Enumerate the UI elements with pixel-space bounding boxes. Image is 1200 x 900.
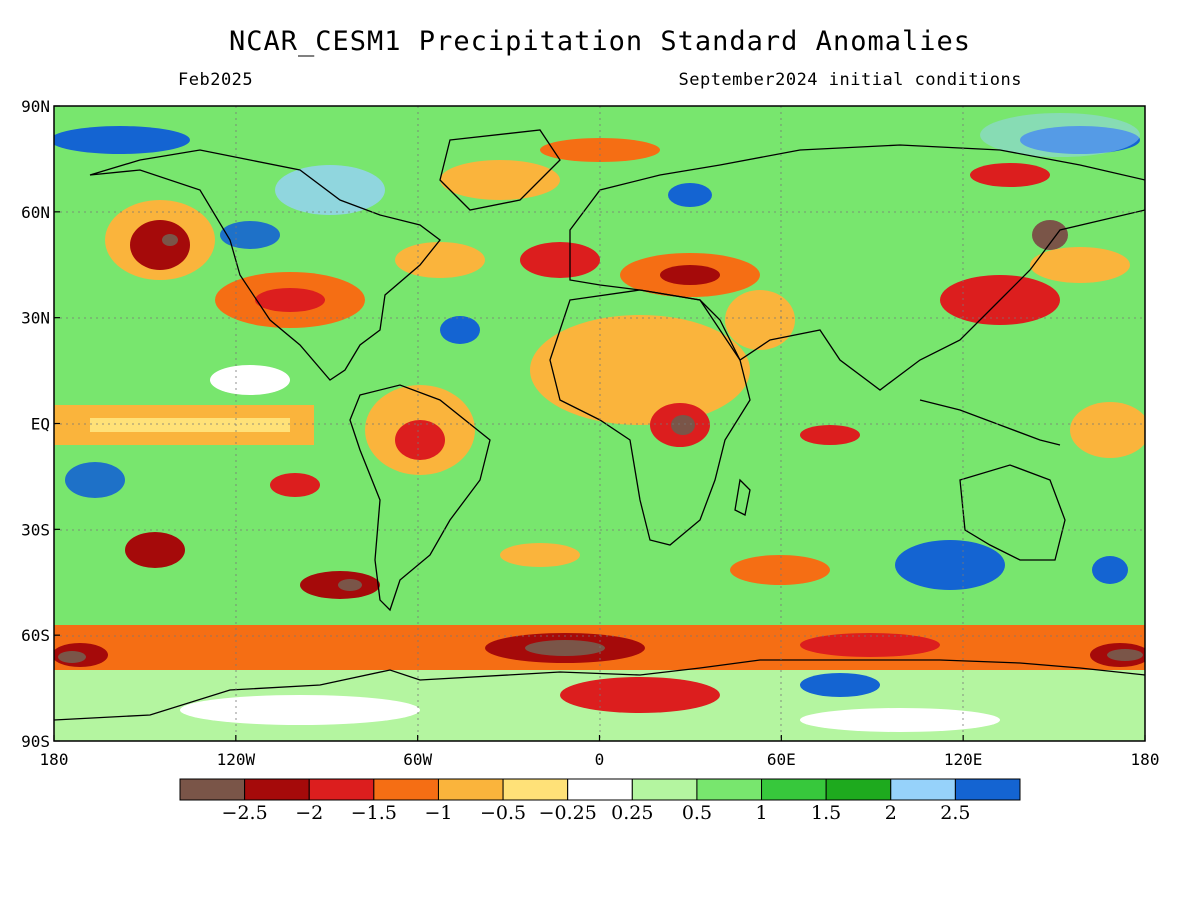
lat-label: EQ <box>31 415 50 434</box>
colorbar-swatch <box>502 778 569 801</box>
anomaly-blob <box>725 290 795 350</box>
anomaly-blob <box>395 242 485 278</box>
colorbar-swatch <box>308 778 375 801</box>
initial-conditions-label: September2024 initial conditions <box>678 70 1022 90</box>
lat-label: 90N <box>21 97 50 116</box>
latitude-axis: 90N 60N 30N EQ 30S 60S 90S <box>21 97 60 751</box>
anomaly-blob <box>800 633 940 657</box>
anomaly-blob <box>660 265 720 285</box>
lon-label: 60W <box>403 750 432 769</box>
anomaly-blob <box>530 315 750 425</box>
coastlines <box>54 129 1145 721</box>
lat-label: 60N <box>21 203 50 222</box>
anomaly-blob <box>671 415 695 435</box>
anomaly-blob <box>180 695 420 725</box>
anomaly-blob <box>500 543 580 567</box>
colorbar-swatch <box>825 778 892 801</box>
coastline-madagascar <box>734 478 751 516</box>
lon-label: 120E <box>944 750 983 769</box>
colorbar-label: 0.5 <box>682 802 712 824</box>
colorbar-label: 1 <box>755 802 767 824</box>
anomaly-blob <box>1107 649 1143 661</box>
colorbar-swatch <box>244 778 310 801</box>
anomaly-blob <box>800 708 1000 732</box>
colorbar-swatch <box>437 778 504 801</box>
anomaly-field <box>54 106 1145 741</box>
anomaly-blob <box>440 316 480 344</box>
colorbar-label: −0.5 <box>480 802 526 824</box>
anomaly-blob <box>220 221 280 249</box>
lat-label: 60S <box>21 626 50 645</box>
coastline-south-america <box>349 384 491 612</box>
valid-month-label: Feb2025 <box>178 70 254 90</box>
colorbar: −2.5 −2 −1.5 −1 −0.5 −0.25 0.25 0.5 1 1.5 2 2.5 <box>179 778 1021 824</box>
coastline-australia <box>959 464 1066 561</box>
colorbar-swatch <box>954 778 1021 801</box>
lon-label: 120W <box>217 750 256 769</box>
anomaly-blob <box>210 365 290 395</box>
colorbar-label: 1.5 <box>811 802 841 824</box>
anomaly-blob <box>560 677 720 713</box>
anomaly-blob <box>440 160 560 200</box>
lat-label: 30S <box>21 520 50 539</box>
longitude-axis: 180 120W 60W 0 60E 120E 180 <box>40 735 1160 769</box>
colorbar-swatch <box>890 778 956 801</box>
anomaly-blob <box>54 126 190 154</box>
anomaly-blob <box>395 420 445 460</box>
coastline-africa <box>549 289 751 546</box>
colorbar-label: −1.5 <box>351 802 397 824</box>
colorbar-label: 0.25 <box>611 802 653 824</box>
colorbar-swatch <box>631 778 698 801</box>
anomaly-blob <box>130 220 190 270</box>
colorbar-label: −1 <box>424 802 452 824</box>
coastline-greenland <box>439 129 561 211</box>
colorbar-swatch <box>761 778 827 801</box>
anomaly-blob <box>1030 247 1130 283</box>
anomaly-blob <box>90 418 290 432</box>
anomaly-blob <box>800 425 860 445</box>
anomaly-blob <box>800 673 880 697</box>
lon-label: 180 <box>40 750 69 769</box>
anomaly-blob <box>275 165 385 215</box>
anomaly-blob <box>668 183 712 207</box>
lon-label: 0 <box>595 750 605 769</box>
anomaly-blob <box>1070 402 1145 458</box>
anomaly-blob <box>58 651 86 663</box>
colorbar-label: −2 <box>295 802 323 824</box>
anomaly-blob <box>520 242 600 278</box>
anomaly-blob <box>970 163 1050 187</box>
anomaly-blob <box>65 462 125 498</box>
anomaly-blob <box>125 532 185 568</box>
anomaly-blob <box>270 473 320 497</box>
anomaly-blob <box>1092 556 1128 584</box>
coastline-north-america <box>89 149 441 381</box>
anomaly-blob <box>338 579 362 591</box>
lat-label: 90S <box>21 732 50 751</box>
anomaly-blob <box>980 113 1140 157</box>
coastline-antarctica <box>54 659 1145 721</box>
anomaly-blob <box>730 555 830 585</box>
coastline-eurasia <box>569 144 1145 391</box>
grid <box>54 106 1145 741</box>
colorbar-swatch <box>567 778 633 801</box>
colorbar-label: −0.25 <box>539 802 597 824</box>
lon-label: 180 <box>1131 750 1160 769</box>
anomaly-blob <box>1032 220 1068 250</box>
lat-label: 30N <box>21 309 50 328</box>
anomaly-blob <box>255 288 325 312</box>
lon-label: 60E <box>767 750 796 769</box>
colorbar-label: 2.5 <box>940 802 970 824</box>
anomaly-blob <box>525 640 605 656</box>
coastline-maritime-continent <box>919 399 1061 446</box>
colorbar-label: −2.5 <box>222 802 268 824</box>
anomaly-blob <box>162 234 178 246</box>
colorbar-label: 2 <box>885 802 897 824</box>
colorbar-swatch <box>179 778 246 801</box>
anomaly-blob <box>895 540 1005 590</box>
map-title: NCAR_CESM1 Precipitation Standard Anomal… <box>229 26 971 57</box>
colorbar-swatch <box>696 778 763 801</box>
colorbar-swatch <box>373 778 439 801</box>
